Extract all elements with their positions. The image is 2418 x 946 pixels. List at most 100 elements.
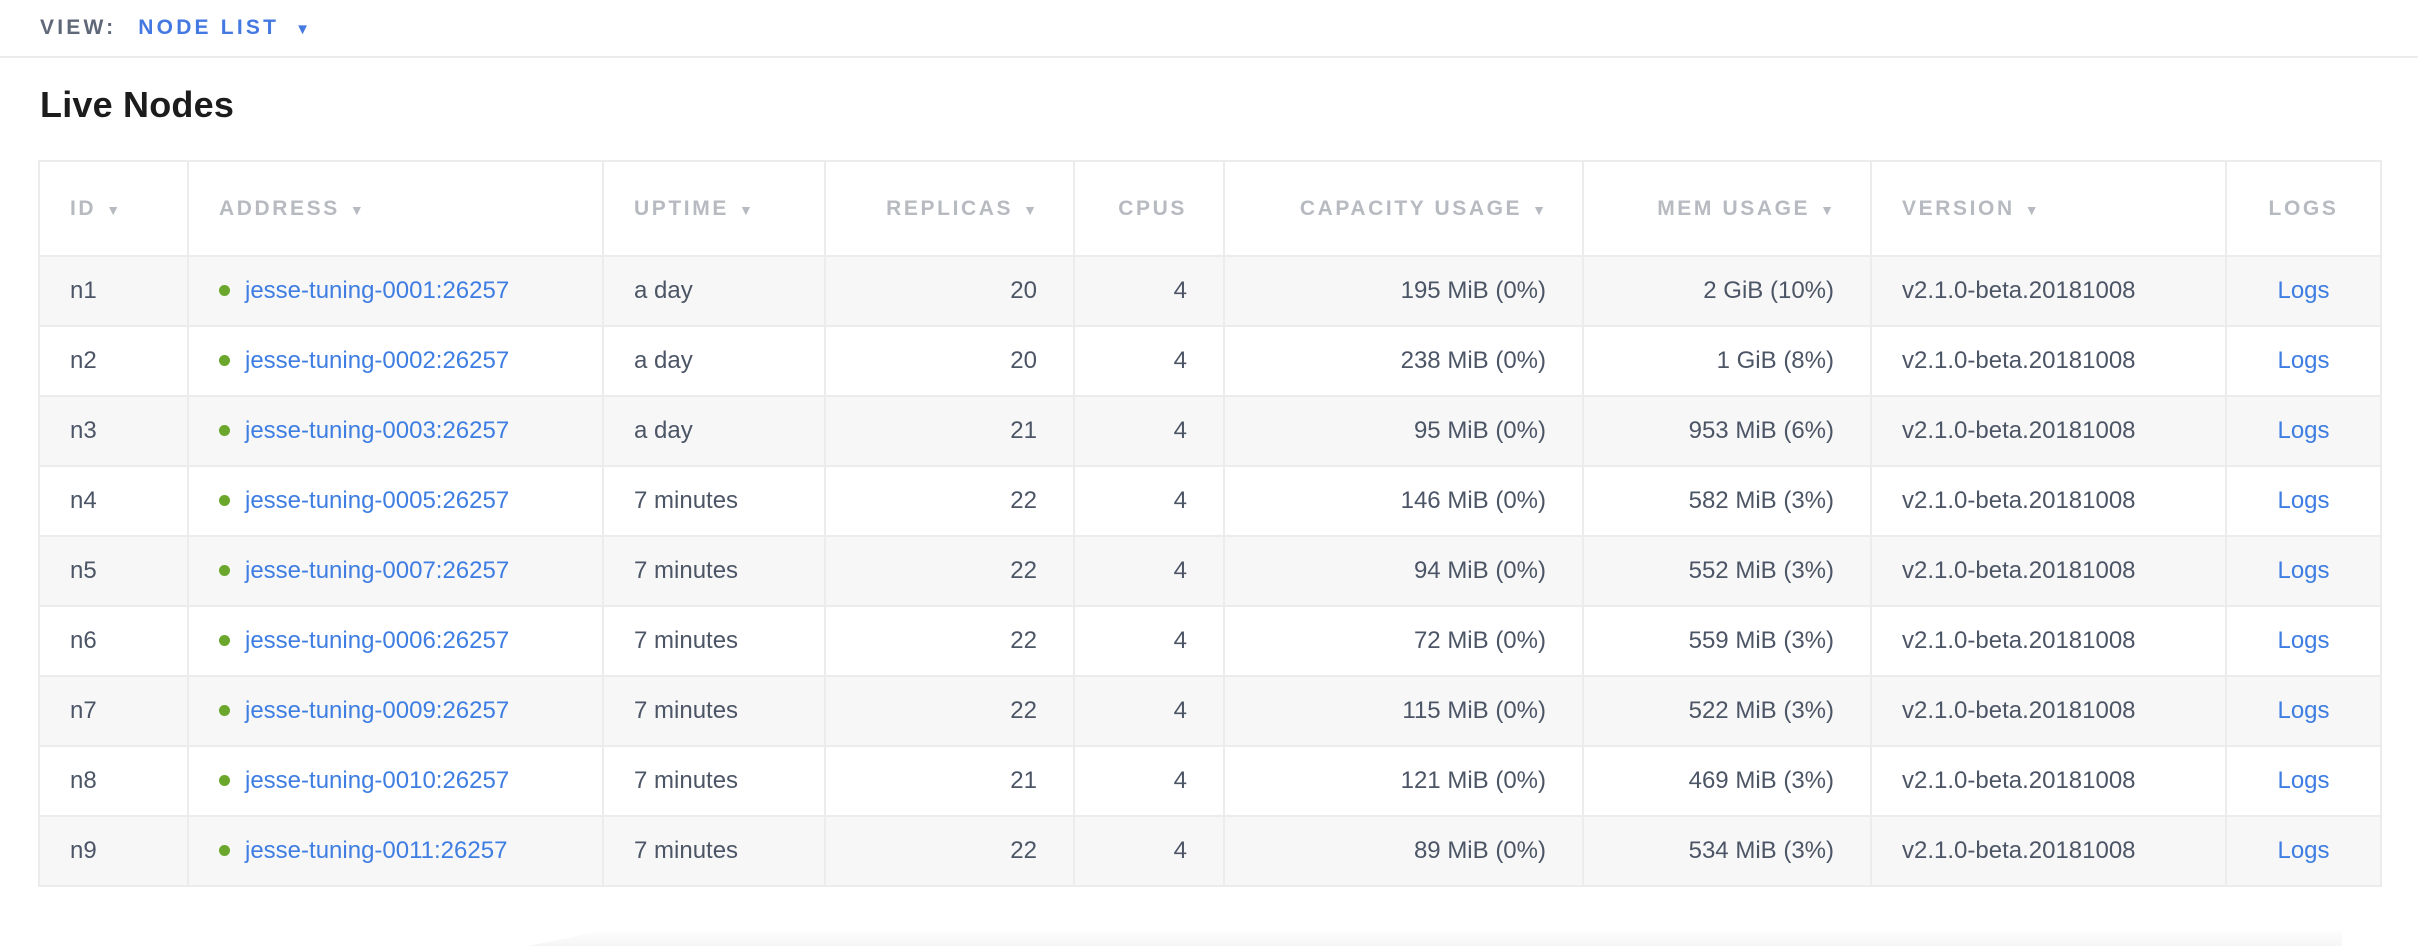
sort-caret-icon: ▼ bbox=[1532, 201, 1546, 218]
node-address-link[interactable]: jesse-tuning-0007:26257 bbox=[245, 557, 510, 584]
cell-replicas: 22 bbox=[824, 675, 1075, 747]
cell-logs: Logs bbox=[2225, 535, 2382, 607]
live-nodes-table: ID ▼ ADDRESS ▼ UPTIME ▼ REPLICAS ▼ CPUS CAPACITY … bbox=[38, 160, 2382, 887]
node-address-link[interactable]: jesse-tuning-0002:26257 bbox=[245, 347, 510, 374]
column-header-version[interactable]: VERSION ▼ bbox=[1870, 160, 2227, 257]
cell-replicas: 22 bbox=[824, 535, 1075, 607]
node-address-link[interactable]: jesse-tuning-0009:26257 bbox=[245, 697, 510, 724]
node-live-status-icon bbox=[219, 495, 230, 506]
node-live-status-icon bbox=[219, 285, 230, 296]
cell-replicas: 21 bbox=[824, 745, 1075, 817]
cell-logs: Logs bbox=[2225, 255, 2382, 327]
column-header-uptime[interactable]: UPTIME ▼ bbox=[602, 160, 826, 257]
logs-link[interactable]: Logs bbox=[2277, 347, 2330, 374]
cell-version: v2.1.0-beta.20181008 bbox=[1870, 605, 2227, 677]
logs-link[interactable]: Logs bbox=[2277, 837, 2330, 864]
table-row: n8 jesse-tuning-0010:26257 7 minutes 21 … bbox=[38, 745, 2382, 817]
logs-link[interactable]: Logs bbox=[2277, 557, 2330, 584]
node-address-link[interactable]: jesse-tuning-0001:26257 bbox=[245, 277, 510, 304]
cell-replicas: 20 bbox=[824, 325, 1075, 397]
cell-capacity-usage: 95 MiB (0%) bbox=[1223, 395, 1584, 467]
cell-cpus: 4 bbox=[1073, 395, 1225, 467]
cell-replicas: 22 bbox=[824, 465, 1075, 537]
node-live-status-icon bbox=[219, 565, 230, 576]
table-row: n4 jesse-tuning-0005:26257 7 minutes 22 … bbox=[38, 465, 2382, 537]
cell-cpus: 4 bbox=[1073, 325, 1225, 397]
cell-uptime: 7 minutes bbox=[602, 465, 826, 537]
node-live-status-icon bbox=[219, 775, 230, 786]
cell-replicas: 21 bbox=[824, 395, 1075, 467]
column-header-address[interactable]: ADDRESS ▼ bbox=[187, 160, 604, 257]
cell-capacity-usage: 94 MiB (0%) bbox=[1223, 535, 1584, 607]
cell-capacity-usage: 195 MiB (0%) bbox=[1223, 255, 1584, 327]
chevron-down-icon: ▼ bbox=[295, 21, 310, 38]
cell-mem-usage: 522 MiB (3%) bbox=[1582, 675, 1872, 747]
cell-version: v2.1.0-beta.20181008 bbox=[1870, 395, 2227, 467]
cell-logs: Logs bbox=[2225, 395, 2382, 467]
column-header-replicas[interactable]: REPLICAS ▼ bbox=[824, 160, 1075, 257]
cell-capacity-usage: 121 MiB (0%) bbox=[1223, 745, 1584, 817]
table-row: n7 jesse-tuning-0009:26257 7 minutes 22 … bbox=[38, 675, 2382, 747]
sort-caret-icon: ▼ bbox=[349, 201, 364, 218]
cell-logs: Logs bbox=[2225, 815, 2382, 887]
next-section-edge bbox=[528, 931, 2342, 946]
cell-cpus: 4 bbox=[1073, 255, 1225, 327]
cell-address: jesse-tuning-0010:26257 bbox=[187, 745, 604, 817]
cell-uptime: 7 minutes bbox=[602, 815, 826, 887]
node-live-status-icon bbox=[219, 635, 230, 646]
column-header-id[interactable]: ID ▼ bbox=[38, 160, 189, 257]
cell-version: v2.1.0-beta.20181008 bbox=[1870, 675, 2227, 747]
sort-caret-icon: ▼ bbox=[1023, 201, 1037, 218]
node-address-link[interactable]: jesse-tuning-0003:26257 bbox=[245, 417, 510, 444]
node-address-link[interactable]: jesse-tuning-0005:26257 bbox=[245, 487, 510, 514]
cell-capacity-usage: 238 MiB (0%) bbox=[1223, 325, 1584, 397]
page-title: Live Nodes bbox=[40, 84, 235, 125]
cell-address: jesse-tuning-0009:26257 bbox=[187, 675, 604, 747]
cell-mem-usage: 559 MiB (3%) bbox=[1582, 605, 1872, 677]
logs-link[interactable]: Logs bbox=[2277, 627, 2330, 654]
node-address-link[interactable]: jesse-tuning-0011:26257 bbox=[245, 837, 508, 864]
cell-address: jesse-tuning-0002:26257 bbox=[187, 325, 604, 397]
cell-id: n8 bbox=[38, 745, 189, 817]
cell-version: v2.1.0-beta.20181008 bbox=[1870, 815, 2227, 887]
cell-id: n9 bbox=[38, 815, 189, 887]
cell-mem-usage: 534 MiB (3%) bbox=[1582, 815, 1872, 887]
cell-mem-usage: 552 MiB (3%) bbox=[1582, 535, 1872, 607]
node-address-link[interactable]: jesse-tuning-0010:26257 bbox=[245, 767, 510, 794]
table-header-row: ID ▼ ADDRESS ▼ UPTIME ▼ REPLICAS ▼ CPUS CAPACITY … bbox=[38, 160, 2382, 257]
cell-uptime: a day bbox=[602, 395, 826, 467]
node-live-status-icon bbox=[219, 425, 230, 436]
logs-link[interactable]: Logs bbox=[2277, 767, 2330, 794]
table-row: n2 jesse-tuning-0002:26257 a day 20 4 23… bbox=[38, 325, 2382, 397]
sort-caret-icon: ▼ bbox=[106, 201, 121, 218]
view-selected-value: NODE LIST bbox=[138, 16, 280, 39]
cell-id: n4 bbox=[38, 465, 189, 537]
cell-id: n7 bbox=[38, 675, 189, 747]
sort-caret-icon: ▼ bbox=[1820, 201, 1834, 218]
cell-address: jesse-tuning-0011:26257 bbox=[187, 815, 604, 887]
cell-version: v2.1.0-beta.20181008 bbox=[1870, 745, 2227, 817]
cell-uptime: 7 minutes bbox=[602, 745, 826, 817]
logs-link[interactable]: Logs bbox=[2277, 697, 2330, 724]
cell-mem-usage: 469 MiB (3%) bbox=[1582, 745, 1872, 817]
cell-address: jesse-tuning-0003:26257 bbox=[187, 395, 604, 467]
sort-caret-icon: ▼ bbox=[738, 201, 753, 218]
view-selector-dropdown[interactable]: NODE LIST ▼ bbox=[138, 16, 310, 40]
logs-link[interactable]: Logs bbox=[2277, 487, 2330, 514]
table-row: n1 jesse-tuning-0001:26257 a day 20 4 19… bbox=[38, 255, 2382, 327]
cell-version: v2.1.0-beta.20181008 bbox=[1870, 465, 2227, 537]
node-live-status-icon bbox=[219, 845, 230, 856]
logs-link[interactable]: Logs bbox=[2277, 277, 2330, 304]
node-address-link[interactable]: jesse-tuning-0006:26257 bbox=[245, 627, 510, 654]
cell-mem-usage: 582 MiB (3%) bbox=[1582, 465, 1872, 537]
cell-capacity-usage: 72 MiB (0%) bbox=[1223, 605, 1584, 677]
cell-capacity-usage: 146 MiB (0%) bbox=[1223, 465, 1584, 537]
cell-uptime: 7 minutes bbox=[602, 605, 826, 677]
column-header-capacity_usage[interactable]: CAPACITY USAGE ▼ bbox=[1223, 160, 1584, 257]
cell-capacity-usage: 115 MiB (0%) bbox=[1223, 675, 1584, 747]
cell-replicas: 20 bbox=[824, 255, 1075, 327]
cell-version: v2.1.0-beta.20181008 bbox=[1870, 325, 2227, 397]
column-header-mem_usage[interactable]: MEM USAGE ▼ bbox=[1582, 160, 1872, 257]
cell-mem-usage: 953 MiB (6%) bbox=[1582, 395, 1872, 467]
logs-link[interactable]: Logs bbox=[2277, 417, 2330, 444]
